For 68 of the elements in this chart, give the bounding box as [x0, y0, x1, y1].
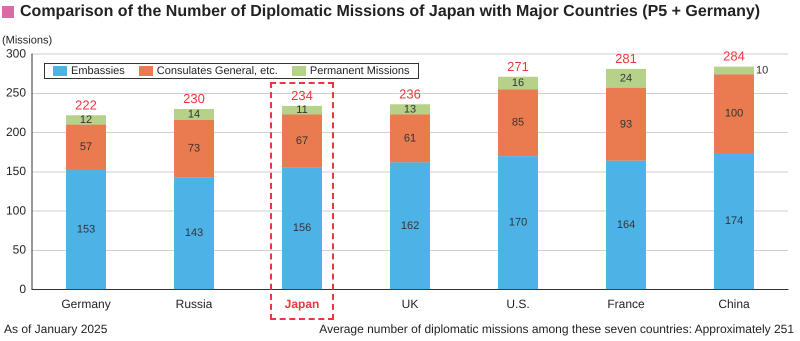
data-label: 24: [620, 72, 632, 84]
x-tick-label: China: [718, 297, 750, 312]
text: As of January 2025: [4, 322, 108, 336]
y-tick-label: 250: [6, 86, 26, 100]
text: Average number of diplomatic missions among these seven countries: Approximately 251: [319, 322, 794, 336]
x-tick-label: France: [607, 297, 645, 312]
data-label: 143: [184, 227, 204, 240]
data-label: 170: [508, 216, 528, 229]
total-label: 284: [723, 48, 745, 64]
x-tick-label: Japan: [284, 297, 320, 312]
bar: [606, 88, 646, 161]
bar: [714, 74, 754, 153]
bar: [498, 89, 538, 156]
legend-label: Consulates General, etc.: [156, 65, 278, 77]
total-label: 234: [291, 88, 313, 103]
bar: [174, 108, 214, 120]
data-label: 67: [296, 134, 308, 147]
bar: [66, 169, 106, 290]
bar: [498, 76, 538, 90]
x-tick-label: UK: [402, 297, 418, 312]
total-label: 281: [615, 51, 637, 66]
data-label: 164: [616, 218, 636, 231]
y-tick-label: 200: [6, 124, 26, 139]
x-tick-label: Russia: [176, 297, 213, 312]
total-label: 271: [507, 58, 529, 74]
data-label: 14: [188, 108, 200, 120]
total-label: 236: [399, 86, 421, 102]
x-tick-label: Germany: [61, 297, 111, 312]
bar: [174, 120, 214, 178]
data-label: 93: [620, 118, 632, 130]
data-label: 10: [756, 64, 768, 77]
data-label: 85: [512, 116, 524, 129]
data-label: 73: [188, 142, 200, 155]
data-label: 13: [404, 103, 416, 116]
y-tick-label: 300: [6, 46, 26, 60]
data-label: 100: [724, 108, 744, 120]
data-label: 11: [296, 104, 308, 116]
chart-title: Comparison of the Number of Diplomatic Missions of Japan with Major Countries (P5 + Germany): [20, 3, 760, 21]
bar: [606, 160, 646, 290]
bar: [390, 114, 430, 162]
bar: [174, 177, 214, 290]
total-label: 222: [75, 97, 97, 112]
bar: [390, 162, 430, 290]
bar: [606, 68, 646, 88]
data-label: 57: [80, 141, 92, 154]
y-tick-label: 100: [6, 203, 26, 218]
bar: [714, 152, 754, 290]
data-label: 156: [292, 222, 312, 234]
data-label: 162: [400, 220, 420, 232]
data-label: 61: [404, 132, 416, 144]
legend-label: Embassies: [71, 65, 125, 77]
data-label: 153: [76, 223, 96, 236]
data-label: 16: [512, 77, 524, 90]
data-label: 174: [724, 215, 744, 228]
data-label: 12: [80, 114, 92, 126]
y-tick-label: 0: [19, 282, 26, 296]
y-tick-label: 150: [6, 164, 26, 178]
legend-label: Permanent Missions: [310, 65, 410, 77]
bar: [714, 66, 754, 74]
bar: [498, 156, 538, 290]
y-axis-title: (Missions): [2, 34, 52, 47]
bar: [282, 167, 322, 290]
bar: [282, 114, 322, 168]
total-label: 230: [183, 91, 205, 106]
bar: [66, 124, 106, 170]
bar: [282, 106, 322, 114]
x-tick-label: U.S.: [506, 297, 530, 312]
y-tick-label: 50: [12, 242, 26, 257]
